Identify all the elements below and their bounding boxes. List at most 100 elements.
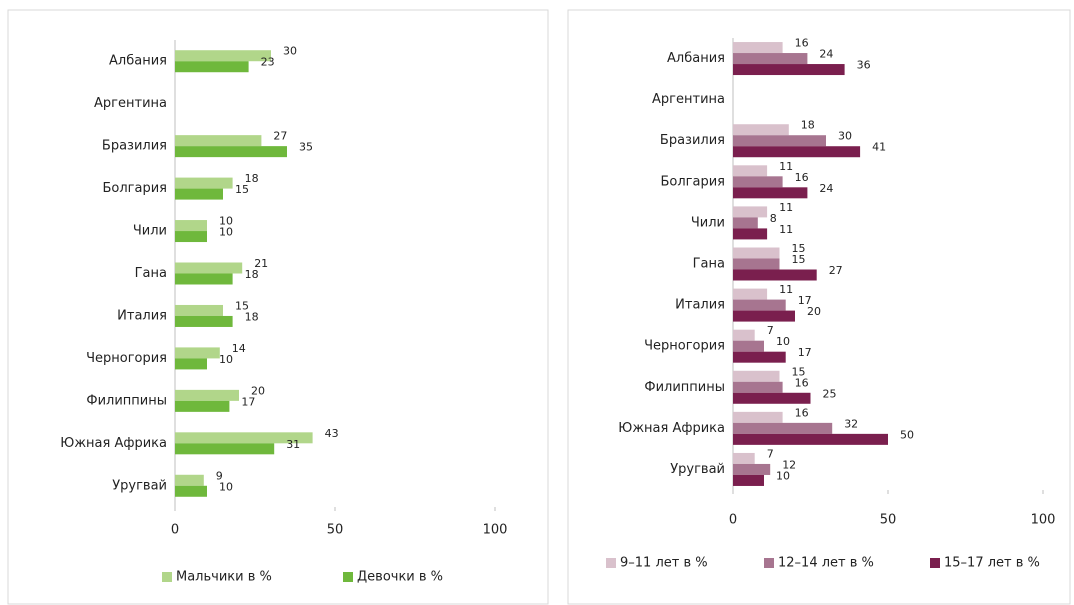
bar <box>175 315 233 327</box>
bar <box>175 188 223 200</box>
data-label: 10 <box>776 469 790 482</box>
data-label: 16 <box>795 37 809 50</box>
data-label: 21 <box>254 257 268 270</box>
bar <box>733 135 826 147</box>
bar <box>733 370 780 382</box>
data-label: 17 <box>798 346 812 359</box>
data-label: 16 <box>795 171 809 184</box>
y-tick-label: Гана <box>135 266 167 281</box>
legend-label: Девочки в % <box>357 570 443 585</box>
legend-label: Мальчики в % <box>176 570 272 585</box>
y-tick-label: Италия <box>117 308 167 323</box>
y-tick-label: Бразилия <box>660 133 725 148</box>
legend-label: 15–17 лет в % <box>944 556 1040 571</box>
y-tick-label: Болгария <box>661 174 726 189</box>
data-label: 43 <box>325 427 339 440</box>
y-tick-label: Аргентина <box>652 92 725 107</box>
bar <box>733 299 786 311</box>
data-label: 24 <box>819 182 833 195</box>
bar <box>175 474 204 486</box>
legend-label: 12–14 лет в % <box>778 556 874 571</box>
bar <box>175 61 249 73</box>
legend-swatch <box>343 572 353 582</box>
bar <box>733 217 758 229</box>
data-label: 25 <box>823 387 837 400</box>
data-label: 30 <box>838 130 852 143</box>
data-label: 11 <box>779 283 793 296</box>
bar <box>733 176 783 188</box>
x-tick-label: 100 <box>1031 513 1056 528</box>
bar <box>175 358 207 370</box>
data-label: 15 <box>235 183 249 196</box>
y-tick-label: Аргентина <box>94 96 167 111</box>
y-tick-label: Южная Африка <box>618 421 725 436</box>
y-tick-label: Филиппины <box>86 393 167 408</box>
bar <box>733 411 783 423</box>
bar <box>733 340 764 352</box>
x-tick-label: 100 <box>483 523 508 538</box>
y-tick-label: Южная Африка <box>60 436 167 451</box>
bar <box>175 262 243 274</box>
y-tick-label: Гана <box>693 257 725 272</box>
data-label: 36 <box>857 59 871 72</box>
bar <box>175 400 230 412</box>
y-tick-label: Чили <box>133 224 167 239</box>
y-tick-label: Болгария <box>103 181 168 196</box>
data-label: 18 <box>245 268 259 281</box>
bar <box>733 463 771 475</box>
data-label: 20 <box>807 305 821 318</box>
bar <box>733 269 817 281</box>
data-label: 27 <box>273 130 287 143</box>
bar <box>175 177 233 189</box>
data-label: 11 <box>779 201 793 214</box>
y-tick-label: Италия <box>675 298 725 313</box>
data-label: 32 <box>844 417 858 430</box>
bar <box>733 42 783 54</box>
bar <box>175 443 275 455</box>
bar <box>733 165 768 177</box>
bar <box>733 124 789 136</box>
bar <box>175 50 271 62</box>
bar <box>175 231 207 243</box>
bar <box>733 452 755 464</box>
data-label: 10 <box>219 215 233 228</box>
data-label: 50 <box>900 428 914 441</box>
data-label: 16 <box>795 406 809 419</box>
y-tick-label: Албания <box>667 51 725 66</box>
bar <box>175 347 220 359</box>
data-label: 18 <box>245 172 259 185</box>
data-label: 30 <box>283 45 297 58</box>
data-label: 11 <box>779 160 793 173</box>
bar <box>733 381 783 393</box>
bar <box>175 485 207 497</box>
y-tick-label: Чили <box>691 215 725 230</box>
bar <box>733 64 845 76</box>
data-label: 8 <box>770 212 777 225</box>
bar <box>733 288 768 300</box>
data-label: 27 <box>829 264 843 277</box>
legend-swatch <box>764 558 774 568</box>
bar <box>175 220 207 232</box>
data-label: 24 <box>819 48 833 61</box>
right-panel <box>567 9 1071 605</box>
x-tick-label: 0 <box>729 513 737 528</box>
data-label: 41 <box>872 141 886 154</box>
bar <box>733 258 780 270</box>
data-label: 10 <box>219 480 233 493</box>
bar <box>733 422 833 434</box>
bar <box>733 351 786 363</box>
y-tick-label: Бразилия <box>102 139 167 154</box>
bar <box>733 247 780 259</box>
data-label: 31 <box>286 438 300 451</box>
x-tick-label: 0 <box>171 523 179 538</box>
legend-label: 9–11 лет в % <box>620 556 708 571</box>
data-label: 10 <box>219 226 233 239</box>
bar <box>733 329 755 341</box>
data-label: 12 <box>782 458 796 471</box>
legend-swatch <box>606 558 616 568</box>
bar <box>733 228 768 240</box>
data-label: 18 <box>245 310 259 323</box>
bar <box>175 135 262 147</box>
data-label: 15 <box>792 365 806 378</box>
